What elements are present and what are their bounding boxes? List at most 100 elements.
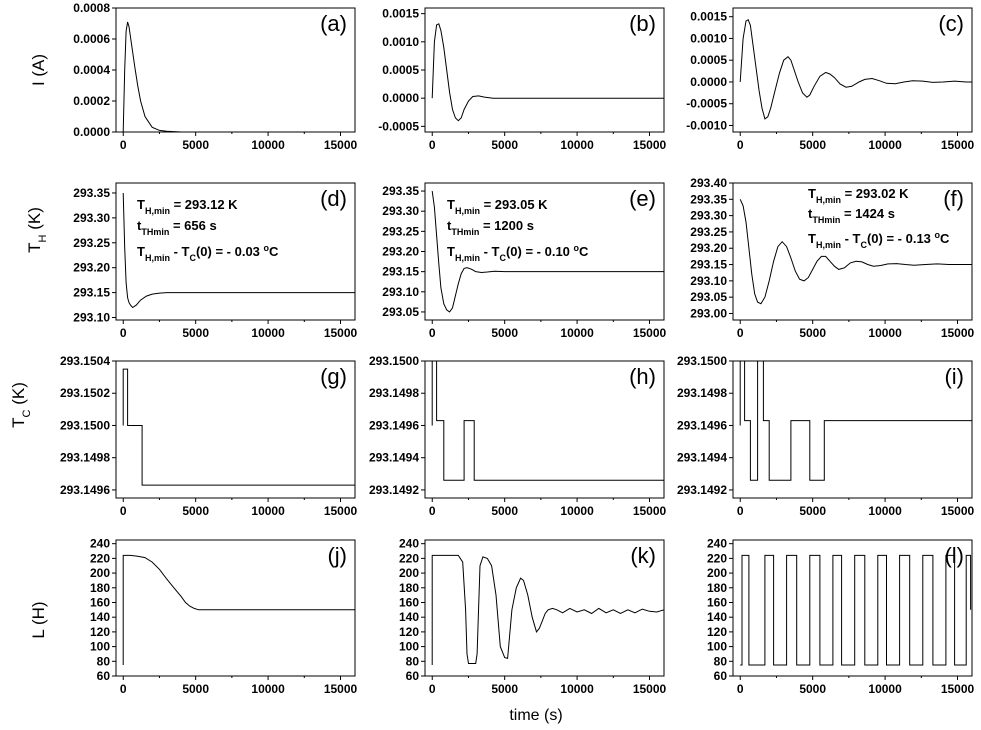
x-tick-label: 0 — [120, 138, 127, 152]
y-tick-label: 293.1492 — [677, 483, 727, 497]
panel-frame — [732, 182, 973, 321]
svg-text:tTHmin = 1200 s: tTHmin = 1200 s — [447, 218, 534, 237]
series-line-k — [431, 554, 665, 665]
series-line-e — [431, 191, 664, 313]
y-tick-label: 0.0010 — [690, 31, 727, 45]
panel-c: 0 5000 10000 15000 -0.0010 -0.0005 0.0000 0.000… — [686, 7, 975, 152]
y-tick-label: 293.1500 — [677, 354, 727, 368]
x-tick-label: 0 — [120, 504, 127, 518]
x-tick-label: 10000 — [251, 326, 285, 340]
y-tick-label: -0.0010 — [686, 118, 727, 132]
x-tick-label: 0 — [737, 138, 744, 152]
x-tick-label: 5000 — [799, 504, 826, 518]
x-tick-label: 0 — [429, 504, 436, 518]
y-tick-label: 0.0002 — [73, 94, 110, 108]
x-tick-label: 10000 — [560, 682, 594, 696]
y-tick-label: 180 — [399, 581, 419, 595]
panel-label-a: (a) — [320, 11, 347, 36]
y-tick-label: 0.0000 — [73, 125, 110, 139]
x-tick-label: 0 — [737, 504, 744, 518]
x-tick-label: 5000 — [799, 138, 826, 152]
y-tick-label: 293.1498 — [677, 386, 727, 400]
series-line-a — [122, 21, 355, 133]
ylabel-row2: TH (K) — [25, 207, 49, 253]
panel-i: 0 5000 10000 15000 293.1492 293.1494 293.1496 2… — [677, 354, 975, 518]
y-tick-label: 293.20 — [73, 261, 110, 275]
x-tick-label: 10000 — [868, 138, 902, 152]
x-tick-label: 5000 — [799, 682, 826, 696]
x-tick-label: 5000 — [182, 504, 209, 518]
y-tick-label: 293.25 — [382, 224, 419, 238]
y-tick-label: 0.0015 — [382, 7, 419, 21]
annotation-e: TH,min = 293.05 K tTHmin = 1200 s TH,min… — [447, 197, 589, 263]
svg-text:TH,min = 293.02 K: TH,min = 293.02 K — [808, 186, 909, 205]
y-tick-label: 140 — [399, 610, 419, 624]
annotation-d: TH,min = 293.12 K tTHmin = 656 s TH,min … — [137, 197, 279, 263]
y-tick-label: -0.0005 — [686, 97, 727, 111]
panel-frame — [115, 539, 356, 677]
panel-frame — [732, 7, 973, 133]
x-tick-label: 15000 — [941, 682, 975, 696]
y-tick-label: 293.05 — [690, 290, 727, 304]
ylabel-row3: TC (K) — [9, 382, 33, 428]
y-tick-label: 0.0010 — [382, 35, 419, 49]
series-line-c — [739, 18, 972, 120]
svg-text:TH,min = 293.12 K: TH,min = 293.12 K — [137, 197, 238, 216]
y-tick-label: 200 — [399, 566, 419, 580]
y-tick-label: 140 — [707, 610, 727, 624]
x-tick-label: 15000 — [633, 138, 667, 152]
panel-label-f: (f) — [943, 186, 964, 211]
y-tick-label: 293.35 — [73, 186, 110, 200]
panel-h: 0 5000 10000 15000 293.1492 293.1494 293.1496 2… — [369, 354, 667, 518]
y-tick-label: 0.0005 — [382, 63, 419, 77]
y-tick-label: 60 — [406, 669, 420, 683]
y-tick-label: 160 — [707, 595, 727, 609]
y-tick-label: 160 — [90, 595, 110, 609]
series-line-j — [122, 554, 355, 665]
panel-label-c: (c) — [938, 11, 964, 36]
y-tick-label: 120 — [90, 625, 110, 639]
y-tick-label: 240 — [399, 537, 419, 551]
panel-frame — [115, 360, 356, 499]
x-tick-label: 0 — [120, 326, 127, 340]
y-tick-label: 293.1500 — [369, 354, 419, 368]
y-tick-label: 293.20 — [382, 245, 419, 259]
x-tick-label: 10000 — [560, 138, 594, 152]
x-tick-label: 15000 — [941, 138, 975, 152]
y-tick-label: 100 — [90, 640, 110, 654]
y-tick-label: 80 — [714, 654, 728, 668]
panel-j: 0 5000 10000 15000 6080100120140160180200220… — [90, 537, 358, 696]
x-tick-label: 5000 — [491, 326, 518, 340]
ylabel-row4: L (H) — [29, 601, 48, 638]
x-tick-label: 15000 — [324, 326, 358, 340]
x-tick-label: 10000 — [560, 504, 594, 518]
ylabel-row1: I (A) — [29, 54, 48, 86]
y-tick-label: 293.1496 — [369, 418, 419, 432]
y-tick-label: 293.05 — [382, 305, 419, 319]
svg-text:TH,min - TC(0) = - 0.13 oC: TH,min - TC(0) = - 0.13 oC — [808, 230, 950, 250]
y-tick-label: 0.0005 — [690, 53, 727, 67]
y-tick-label: 0.0006 — [73, 32, 110, 46]
y-tick-label: 220 — [399, 551, 419, 565]
x-tick-label: 15000 — [633, 682, 667, 696]
y-tick-label: 293.40 — [690, 176, 727, 190]
y-tick-label: 293.1498 — [60, 451, 110, 465]
y-tick-label: 293.35 — [382, 184, 419, 198]
panel-f: 0 5000 10000 15000 293.00 293.05 293.10 293.15 2… — [690, 176, 974, 340]
svg-text:TH,min = 293.05 K: TH,min = 293.05 K — [447, 197, 548, 216]
x-tick-label: 15000 — [324, 504, 358, 518]
x-tick-label: 10000 — [251, 682, 285, 696]
y-tick-label: 293.1492 — [369, 483, 419, 497]
x-tick-label: 0 — [737, 326, 744, 340]
x-tick-label: 15000 — [941, 504, 975, 518]
y-tick-label: 293.20 — [690, 241, 727, 255]
series-line-d — [122, 192, 355, 309]
series-line-h — [431, 360, 664, 481]
panel-d: 0 5000 10000 15000 293.10 293.15 293.20 293.25 2… — [73, 182, 358, 340]
annotation-f: TH,min = 293.02 K tTHmin = 1424 s TH,min… — [808, 186, 950, 250]
y-tick-label: 220 — [707, 551, 727, 565]
x-tick-label: 5000 — [182, 682, 209, 696]
x-tick-label: 0 — [737, 682, 744, 696]
x-tick-label: 15000 — [633, 504, 667, 518]
